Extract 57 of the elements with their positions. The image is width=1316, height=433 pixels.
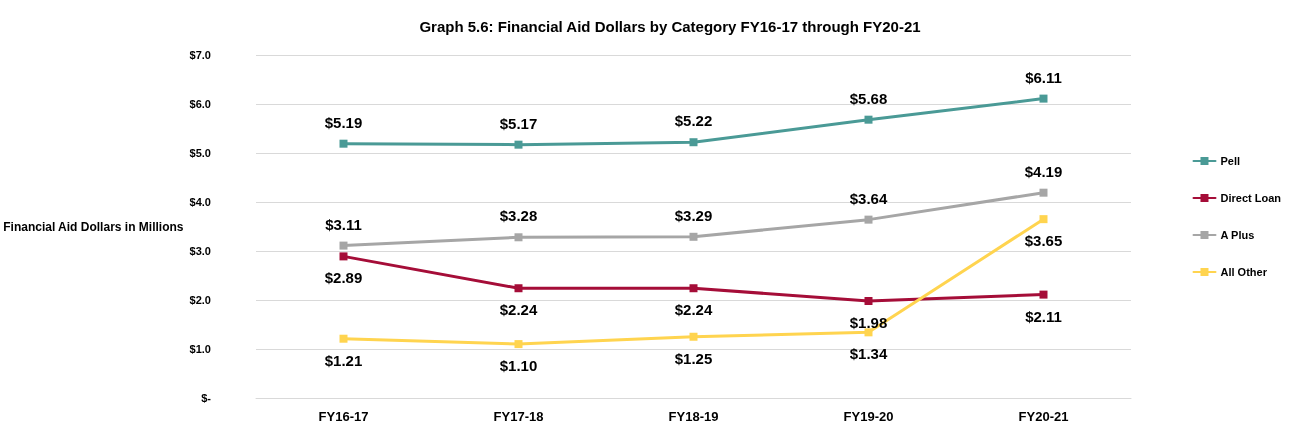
data-label: $5.22 (674, 112, 713, 130)
data-label: $2.24 (499, 301, 538, 319)
point (339, 334, 348, 343)
point (1039, 188, 1048, 197)
data-label: $3.28 (499, 207, 538, 225)
x-tick-label: FY19-20 (843, 409, 894, 424)
point (864, 115, 873, 124)
y-tick-label: $3.0 (189, 245, 211, 257)
y-tick-label: $5.0 (189, 147, 211, 159)
point (689, 138, 698, 147)
data-label: $4.19 (1024, 162, 1063, 180)
point (689, 232, 698, 241)
data-label: $5.17 (499, 114, 538, 132)
data-label: $1.34 (849, 345, 888, 363)
point (1039, 215, 1048, 224)
point (1039, 290, 1048, 299)
x-tick-label: FY17-18 (493, 409, 544, 424)
data-label: $1.25 (674, 349, 713, 367)
y-tick-label: $2.0 (189, 294, 211, 306)
point (1039, 94, 1048, 103)
x-tick-label: FY18-19 (668, 409, 719, 424)
legend-label: A Plus (1220, 229, 1255, 241)
legend-label: Pell (1220, 155, 1241, 167)
data-label: $3.11 (325, 215, 362, 233)
x-tick-label: FY16-17 (318, 409, 369, 424)
point (864, 215, 873, 224)
data-label: $6.11 (1025, 68, 1062, 86)
y-tick-label: $4.0 (189, 196, 211, 208)
legend-label: Direct Loan (1220, 192, 1282, 204)
point (339, 139, 348, 148)
data-label: $3.29 (674, 206, 713, 224)
data-label: $3.65 (1024, 232, 1063, 250)
y-tick-label: $- (201, 392, 212, 404)
y-tick-label: $7.0 (189, 49, 211, 61)
data-label: $5.68 (849, 89, 888, 107)
y-tick-label: $6.0 (189, 98, 211, 110)
data-label: $1.21 (324, 351, 363, 369)
x-tick-label: FY20-21 (1018, 409, 1069, 424)
point (689, 284, 698, 293)
y-axis-title: Financial Aid Dollars in Millions (3, 219, 184, 234)
point (689, 332, 698, 341)
data-label: $2.24 (674, 301, 713, 319)
point (339, 252, 348, 261)
point (864, 296, 873, 305)
data-label: $3.64 (849, 189, 888, 207)
point (514, 284, 523, 293)
data-label: $2.89 (324, 269, 363, 287)
point (514, 233, 523, 242)
point (514, 140, 523, 149)
point (514, 340, 523, 349)
legend-label: All Other (1220, 266, 1268, 278)
data-label: $1.10 (499, 357, 538, 375)
data-label: $5.19 (324, 113, 363, 131)
chart-title: Graph 5.6: Financial Aid Dollars by Category FY16-17 through FY20-21 (419, 18, 921, 35)
y-tick-label: $1.0 (189, 343, 211, 355)
data-label: $2.11 (1025, 307, 1062, 325)
point (339, 241, 348, 250)
